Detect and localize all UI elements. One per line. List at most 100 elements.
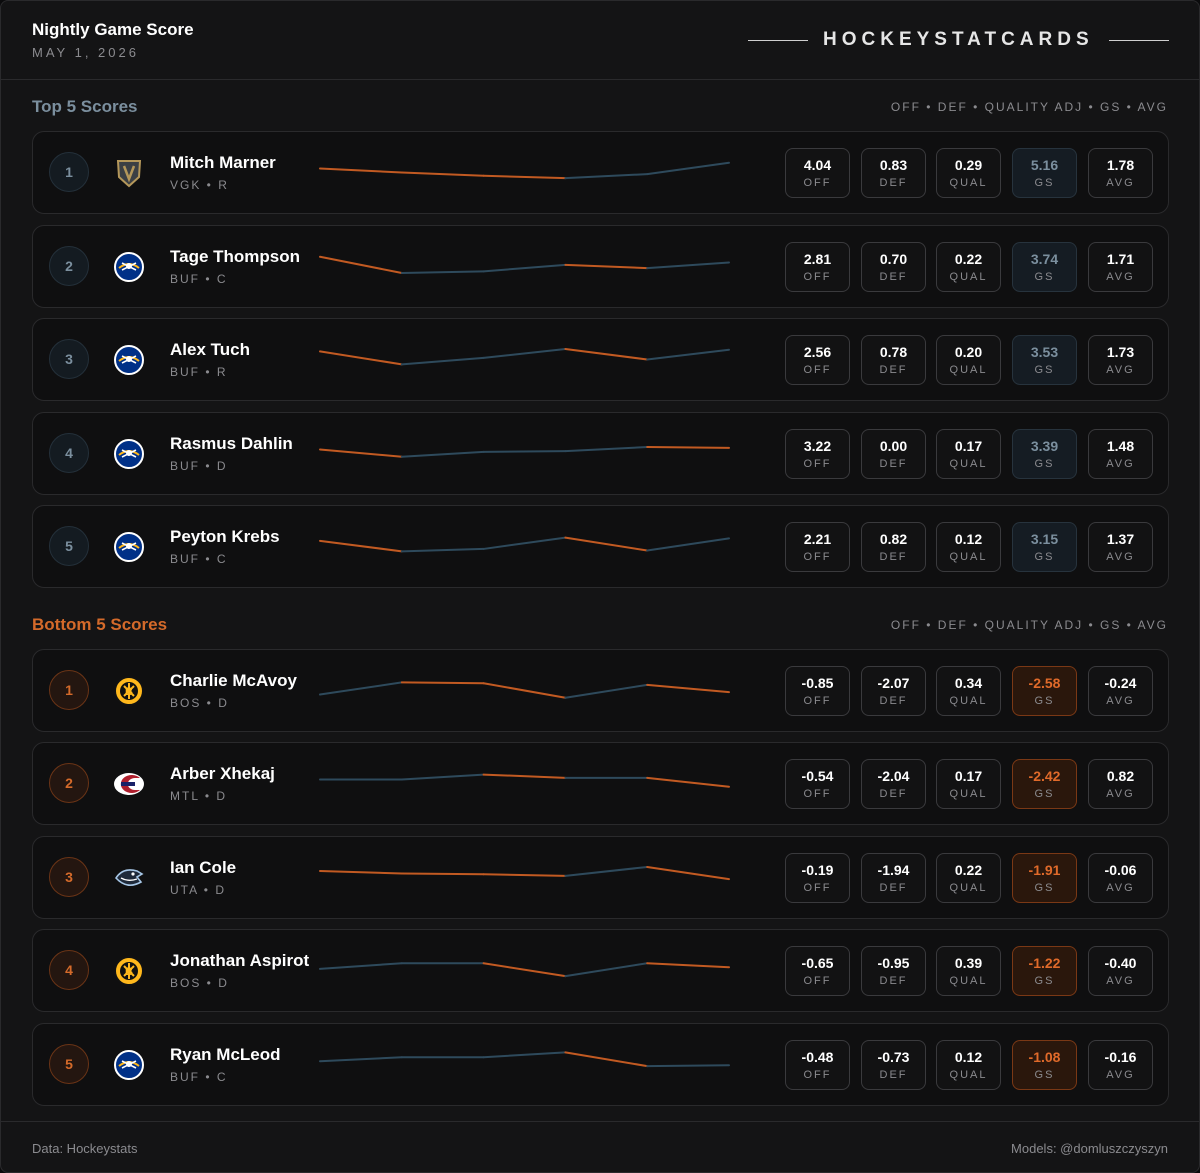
stat-qual-value: 0.39: [954, 955, 983, 971]
stat-gs-label: GS: [1034, 177, 1055, 189]
stat-off: -0.48 OFF: [785, 1040, 850, 1090]
trend-segment-down: [482, 773, 567, 779]
trend-segment-down: [319, 870, 403, 875]
stat-avg-label: AVG: [1106, 271, 1135, 283]
stat-avg: 1.73 AVG: [1088, 335, 1153, 385]
stat-avg-label: AVG: [1106, 458, 1135, 470]
trend-segment-down: [646, 865, 730, 881]
stat-avg-value: 1.37: [1106, 531, 1135, 547]
rank-badge: 5: [49, 526, 89, 566]
stat-qual: 0.20 QUAL: [936, 335, 1001, 385]
stat-off-value: 4.04: [803, 157, 832, 173]
stat-avg-value: 0.82: [1106, 768, 1135, 784]
trend-segment-down: [482, 682, 567, 699]
stat-qual: 0.17 QUAL: [936, 759, 1001, 809]
header: Nightly Game Score MAY 1, 2026 HOCKEYSTA…: [1, 1, 1199, 80]
stat-qual-label: QUAL: [949, 975, 988, 987]
player-team-position: BUF • C: [170, 272, 228, 286]
stat-gs: -1.91 GS: [1012, 853, 1077, 903]
stat-off-value: -0.85: [801, 675, 834, 691]
player-card: 2 Arber Xhekaj MTL • D -0.54 OFF -2.04 DEF 0.17…: [32, 742, 1169, 825]
player-card: 4 B Jonathan Aspirot BOS • D -0.65 OFF -0.95 DE…: [32, 929, 1169, 1012]
trend-segment-up: [400, 450, 485, 458]
trend-segment-up: [482, 536, 567, 550]
stat-def-value: 0.70: [879, 251, 908, 267]
stat-qual-value: 0.22: [954, 862, 983, 878]
stat-qual-value: 0.17: [954, 768, 983, 784]
stat-gs: 3.74 GS: [1012, 242, 1077, 292]
stat-avg-value: -0.40: [1104, 955, 1137, 971]
stat-off-label: OFF: [803, 788, 832, 800]
stat-gs: -1.08 GS: [1012, 1040, 1077, 1090]
trend-segment-down: [646, 962, 730, 969]
stat-gs-label: GS: [1034, 788, 1055, 800]
trend-segment-up: [564, 683, 649, 699]
stat-qual-value: 0.34: [954, 675, 983, 691]
stat-off: -0.19 OFF: [785, 853, 850, 903]
stat-def-label: DEF: [879, 788, 908, 800]
stat-gs-label: GS: [1034, 695, 1055, 707]
stat-avg-value: -0.06: [1104, 862, 1137, 878]
stat-avg-label: AVG: [1106, 695, 1135, 707]
stat-avg: -0.24 AVG: [1088, 666, 1153, 716]
trend-segment-up: [646, 261, 730, 270]
stat-qual: 0.22 QUAL: [936, 242, 1001, 292]
stat-off: 2.56 OFF: [785, 335, 850, 385]
stat-off-value: 2.56: [803, 344, 832, 360]
stat-def-label: DEF: [879, 882, 908, 894]
trend-segment-up: [400, 773, 485, 781]
stat-gs-value: -1.91: [1028, 862, 1061, 878]
rank-badge: 2: [49, 763, 89, 803]
stat-off: -0.65 OFF: [785, 946, 850, 996]
trend-segment-up: [646, 348, 730, 361]
page-date: MAY 1, 2026: [32, 45, 139, 60]
stat-qual-label: QUAL: [949, 458, 988, 470]
player-name: Jonathan Aspirot: [170, 951, 310, 970]
player-name: Peyton Krebs: [170, 527, 280, 546]
player-name: Charlie McAvoy: [170, 671, 297, 690]
stat-avg-value: -0.16: [1104, 1049, 1137, 1065]
stat-qual-value: 0.20: [954, 344, 983, 360]
stat-def: 0.70 DEF: [861, 242, 926, 292]
stat-def-label: DEF: [879, 695, 908, 707]
data-source: Data: Hockeystats: [32, 1141, 138, 1156]
stat-off: 4.04 OFF: [785, 148, 850, 198]
stat-gs-label: GS: [1034, 458, 1055, 470]
stat-off-label: OFF: [803, 882, 832, 894]
stat-avg-label: AVG: [1106, 975, 1135, 987]
player-card: 2 Tage Thompson BUF • C 2.81 OFF 0.70 DEF 0.22 Q…: [32, 225, 1169, 308]
trend-segment-down: [319, 255, 403, 274]
player-name: Mitch Marner: [170, 153, 276, 172]
trend-segment-down: [482, 873, 567, 877]
sabres-logo: [113, 251, 145, 283]
stat-qual: 0.22 QUAL: [936, 853, 1001, 903]
trend-segment-up: [400, 547, 485, 553]
stat-off-value: 2.21: [803, 531, 832, 547]
stat-def: -0.73 DEF: [861, 1040, 926, 1090]
stat-gs: 5.16 GS: [1012, 148, 1077, 198]
stat-gs-value: -2.58: [1028, 675, 1061, 691]
stat-off-value: -0.19: [801, 862, 834, 878]
svg-text:B: B: [125, 686, 133, 698]
brand-divider-left: [748, 40, 808, 41]
stat-qual-value: 0.12: [954, 531, 983, 547]
stat-def-value: 0.00: [879, 438, 908, 454]
stat-qual-label: QUAL: [949, 695, 988, 707]
trend-segment-up: [564, 173, 649, 180]
stat-avg-value: 1.73: [1106, 344, 1135, 360]
stat-gs-value: 3.53: [1030, 344, 1059, 360]
stat-off-label: OFF: [803, 271, 832, 283]
stat-def-value: 0.82: [879, 531, 908, 547]
top-section-title: Top 5 Scores: [32, 97, 138, 116]
stat-avg-value: 1.48: [1106, 438, 1135, 454]
stat-avg-label: AVG: [1106, 551, 1135, 563]
stat-def-value: -2.07: [877, 675, 910, 691]
stat-qual-label: QUAL: [949, 551, 988, 563]
top-section-legend: OFF • DEF • QUALITY ADJ • GS • AVG: [890, 100, 1168, 114]
stat-qual-label: QUAL: [949, 1069, 988, 1081]
stat-off: 3.22 OFF: [785, 429, 850, 479]
stat-def-value: 0.83: [879, 157, 908, 173]
player-card: 3 Ian Cole UTA • D -0.19 OFF -1.94 DEF 0.22 QUAL…: [32, 836, 1169, 919]
stat-off-label: OFF: [803, 975, 832, 987]
stat-avg: -0.06 AVG: [1088, 853, 1153, 903]
